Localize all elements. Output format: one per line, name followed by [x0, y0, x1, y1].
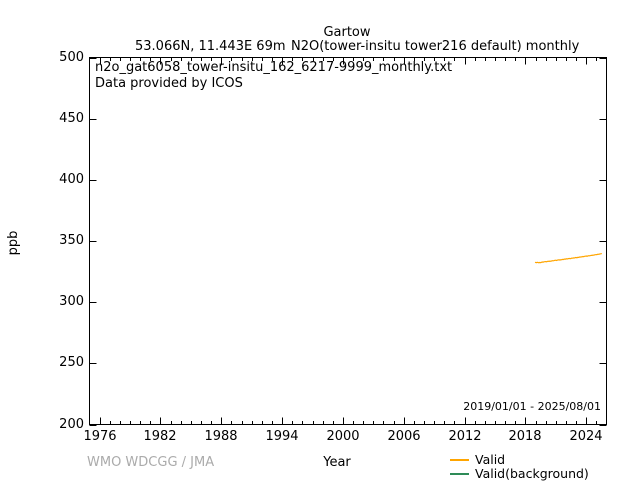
x-tick-label: 2000	[326, 429, 360, 444]
info-provider: Data provided by ICOS	[95, 76, 243, 91]
header-parameter: N2O(tower-insitu tower216 default) month…	[291, 39, 580, 54]
legend-item-valid-background: Valid(background)	[450, 467, 589, 481]
x-tick-label: 1982	[143, 429, 177, 444]
plot-frame	[89, 57, 607, 425]
y-tick-label: 200	[59, 417, 84, 432]
y-tick-label: 400	[59, 172, 84, 187]
valid-line-swatch	[450, 459, 469, 461]
header-location: 53.066N, 11.443E 69m	[135, 39, 286, 54]
x-tick-label: 2018	[508, 429, 542, 444]
y-axis-label: ppb	[6, 230, 21, 256]
y-tick-label: 450	[59, 111, 84, 126]
legend-label-valid-background: Valid(background)	[475, 466, 589, 481]
legend-item-valid: Valid	[450, 453, 505, 467]
series-line-valid	[534, 253, 602, 264]
date-range-label: 2019/01/01 - 2025/08/01	[463, 400, 601, 413]
valid-background-line-swatch	[450, 473, 469, 475]
x-tick-label: 1988	[204, 429, 238, 444]
y-tick-label: 500	[59, 50, 84, 65]
legend-label-valid: Valid	[475, 452, 506, 467]
x-tick-label: 2006	[387, 429, 421, 444]
x-tick-label: 2024	[569, 429, 603, 444]
y-tick-label: 250	[59, 355, 84, 370]
y-tick-label: 300	[59, 294, 84, 309]
x-tick-label: 2012	[448, 429, 482, 444]
footer-credit: WMO WDCGG / JMA	[87, 455, 215, 470]
y-tick-label: 350	[59, 233, 84, 248]
x-axis-label: Year	[323, 455, 351, 470]
page-title: Gartow	[323, 25, 371, 40]
info-filename: n2o_gat6058_tower-insitu_162_6217-9999_m…	[95, 60, 453, 75]
x-tick-label: 1994	[265, 429, 299, 444]
x-tick-label: 1976	[83, 429, 117, 444]
